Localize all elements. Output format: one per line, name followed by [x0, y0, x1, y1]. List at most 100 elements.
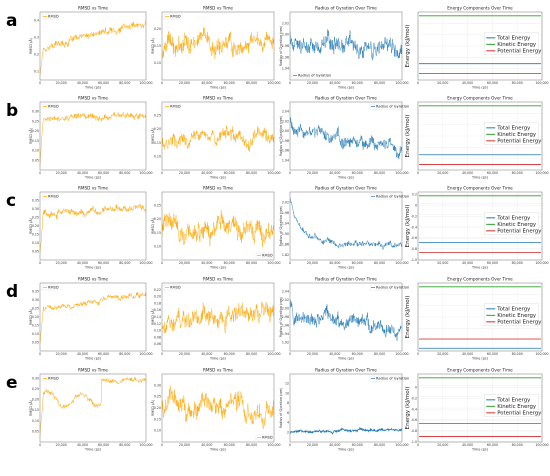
- chart-d-2: RMSD vs Time 0 20,000 40,000 60,000 80,000 100…: [150, 277, 281, 361]
- y-tick-label: 2.04: [282, 290, 289, 294]
- x-axis-label: Time (ps): [84, 266, 102, 270]
- chart-title: Radius of Gyration Over Time: [315, 96, 377, 101]
- x-axis-label: Time (ps): [209, 266, 227, 270]
- y-tick-label: 0.1: [34, 70, 39, 74]
- y-tick-label: 0.08: [154, 335, 161, 339]
- x-tick-label: 80,000: [246, 81, 257, 85]
- y-tick-label: 0.10: [154, 61, 161, 65]
- plot-frame: [289, 282, 403, 352]
- x-tick-label: 100,000: [267, 352, 280, 356]
- series-line-rmsd: [162, 210, 274, 247]
- x-tick-label: 20,000: [437, 81, 448, 85]
- y-tick-label: 0.30: [32, 376, 39, 380]
- x-tick-label: 60,000: [487, 261, 498, 265]
- legend-box: [484, 394, 539, 417]
- x-tick-label: 60,000: [487, 81, 498, 85]
- legend-label: Potential Energy: [497, 320, 542, 326]
- legend-label: Radius of Gyration: [298, 74, 331, 78]
- chart-b-2: RMSD vs Time 0 20,000 40,000 60,000 80,000 100…: [150, 96, 281, 180]
- x-tick-label: 60,000: [352, 352, 363, 356]
- y-tick-label: 2.02: [282, 21, 289, 25]
- y-tick-label: 2.00: [282, 307, 289, 311]
- series-line-rmsd: [162, 385, 274, 430]
- legend-box: [291, 72, 323, 79]
- x-tick-label: 100,000: [139, 261, 152, 265]
- x-axis-label: Time (ps): [471, 176, 489, 180]
- x-tick-label: 20,000: [56, 261, 67, 265]
- x-tick-label: 20,000: [307, 81, 318, 85]
- legend-box: [41, 13, 59, 20]
- y-tick-label: 0.05: [32, 158, 39, 162]
- chart-c-3: Radius of Gyration Over Time 0 20,000 40,00…: [279, 186, 409, 270]
- y-tick-label: 0: [415, 204, 417, 208]
- x-axis-label: Time (ps): [84, 357, 102, 361]
- x-tick-label: 60,000: [487, 352, 498, 356]
- x-tick-label: 100,000: [139, 171, 152, 175]
- chart-title: RMSD vs Time: [203, 6, 233, 11]
- chart-c-2: RMSD vs Time 0 20,000 40,000 60,000 80,000 100…: [150, 186, 281, 270]
- x-axis-label: Time (ps): [84, 176, 102, 180]
- x-tick-label: 100,000: [535, 81, 548, 85]
- y-tick-label: 1.94: [282, 221, 289, 225]
- x-tick-label: 60,000: [352, 443, 363, 447]
- y-tick-label: 0.30: [32, 298, 39, 302]
- y-tick-label: 0.15: [32, 139, 39, 143]
- series-line-radius-of-gyration: [290, 426, 402, 435]
- y-tick-label: 0.25: [32, 119, 39, 123]
- x-tick-label: 80,000: [512, 352, 523, 356]
- legend-box: [41, 375, 59, 382]
- x-tick-label: 40,000: [329, 352, 340, 356]
- x-tick-label: 80,000: [512, 443, 523, 447]
- plot-frame: [39, 282, 147, 352]
- panel-letter-d: d: [6, 282, 18, 302]
- x-tick-label: 0: [161, 261, 163, 265]
- x-axis-label: Time (ps): [471, 357, 489, 361]
- y-tick-label: 0.15: [32, 233, 39, 237]
- y-tick-label: 0.15: [154, 141, 161, 145]
- x-tick-label: 60,000: [352, 171, 363, 175]
- y-tick-label: 0.10: [32, 149, 39, 153]
- legend-box: [369, 193, 401, 200]
- x-axis-label: Time (ps): [337, 176, 355, 180]
- x-tick-label: 60,000: [352, 261, 363, 265]
- x-tick-label: 100,000: [267, 81, 280, 85]
- legend-box: [255, 434, 273, 441]
- chart-title: Radius of Gyration Over Time: [315, 6, 377, 11]
- x-tick-label: 20,000: [437, 443, 448, 447]
- y-tick-label: 1.82: [282, 253, 289, 257]
- x-axis-label: Time (ps): [337, 266, 355, 270]
- x-tick-label: 60,000: [224, 171, 235, 175]
- y-tick-label: -1.0: [411, 258, 417, 262]
- x-tick-label: 60,000: [352, 81, 363, 85]
- y-tick-label: 2.02: [282, 298, 289, 302]
- y-axis-label: Energy (kJ/mol): [405, 387, 411, 430]
- y-tick-label: 1.98: [282, 139, 289, 143]
- panel-letter-a: a: [6, 11, 17, 31]
- series-line-rmsd: [40, 291, 146, 343]
- x-tick-label: 40,000: [201, 261, 212, 265]
- y-tick-label: 0.25: [154, 395, 161, 399]
- legend-label: RMSD: [170, 105, 181, 109]
- legend-box: [484, 303, 539, 326]
- chart-title: Energy Components Over Time: [447, 277, 513, 282]
- y-tick-label: 1.94: [282, 332, 289, 336]
- y-tick-label: 0.06: [154, 342, 161, 346]
- legend-box: [41, 284, 59, 291]
- y-tick-label: 1.98: [282, 315, 289, 319]
- y-tick-label: 2.02: [282, 200, 289, 204]
- y-tick-label: 0.20: [32, 398, 39, 402]
- x-tick-label: 80,000: [246, 171, 257, 175]
- y-tick-label: 0.20: [32, 224, 39, 228]
- y-tick-label: 0.35: [32, 199, 39, 203]
- plot-frame: [417, 191, 543, 261]
- y-axis-label: RMSD (Å): [28, 399, 33, 416]
- chart-d-4: Energy Components Over Time 0 20,000 40,000…: [405, 277, 549, 361]
- y-tick-label: 0.20: [154, 217, 161, 221]
- panel-letter-c: c: [6, 191, 16, 211]
- chart-e-3: Radius of Gyration Over Time 0 20,000 40,00…: [279, 368, 409, 452]
- x-axis-label: Time (ps): [209, 357, 227, 361]
- legend-label: Total Energy: [496, 216, 531, 222]
- legend-label: RMSD: [48, 105, 59, 109]
- legend-label: Potential Energy: [497, 411, 542, 417]
- y-tick-label: 2.00: [282, 129, 289, 133]
